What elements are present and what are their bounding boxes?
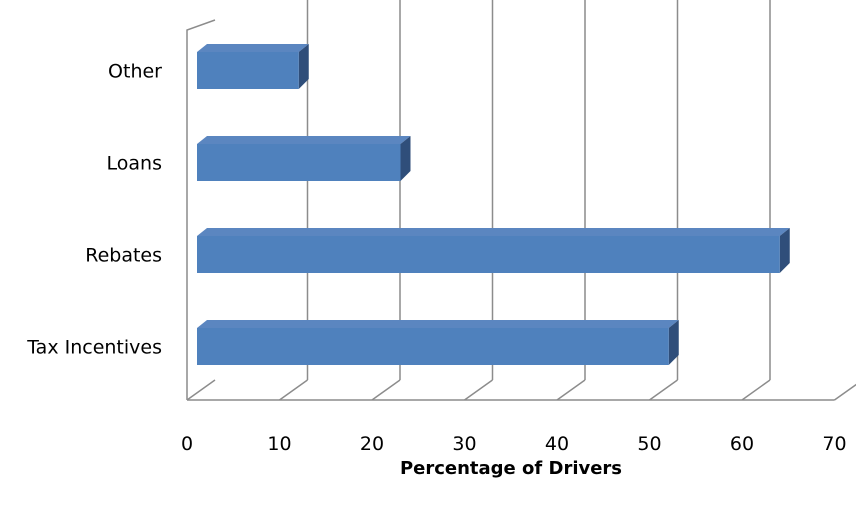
x-tick-label: 40	[545, 433, 569, 455]
gridline-floor	[741, 379, 771, 401]
bar-top	[197, 136, 411, 144]
x-tick-label: 50	[637, 433, 661, 455]
x-tick-label: 20	[360, 433, 384, 455]
gridline-floor	[371, 379, 401, 401]
x-axis-title: Percentage of Drivers	[400, 458, 622, 479]
gridline-floor	[279, 379, 308, 401]
category-label: Other	[108, 61, 162, 83]
gridlines	[186, 0, 856, 401]
chart-walls	[186, 19, 835, 401]
bar-top	[197, 320, 679, 328]
x-tick-labels: 0 10 20 30 40 50 60 70	[181, 433, 847, 455]
bar	[197, 52, 299, 89]
bar-top	[197, 228, 790, 236]
x-tick-label: 0	[181, 433, 193, 455]
gridline-floor	[464, 379, 493, 401]
bar-side	[779, 228, 790, 273]
category-labels: Tax Incentives Rebates Loans Other	[26, 61, 162, 359]
bar	[197, 328, 669, 365]
bar	[197, 144, 401, 181]
bar-side	[400, 136, 411, 181]
bar	[197, 236, 780, 273]
gridline-floor	[186, 379, 216, 401]
gridline-floor	[556, 379, 586, 401]
category-label: Loans	[107, 153, 162, 175]
gridline-floor	[834, 383, 856, 401]
x-tick-label: 70	[822, 433, 846, 455]
x-tick-label: 10	[267, 433, 291, 455]
gridline-floor	[649, 379, 678, 401]
bar-top	[197, 44, 309, 52]
left-wall	[186, 19, 216, 400]
bar-side	[668, 320, 679, 365]
x-tick-label: 60	[730, 433, 754, 455]
bars	[197, 44, 790, 365]
category-label: Tax Incentives	[26, 337, 162, 359]
category-label: Rebates	[85, 245, 162, 267]
bar-side	[298, 44, 309, 89]
x-tick-label: 30	[452, 433, 476, 455]
